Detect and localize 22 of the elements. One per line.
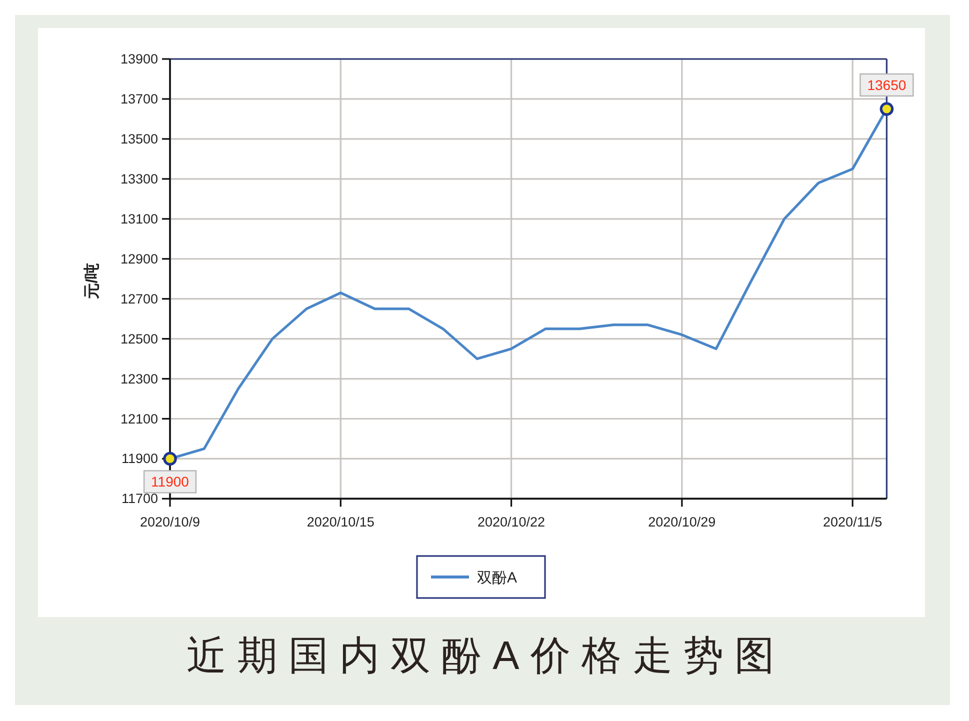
y-tick-label: 12700 [120,291,158,306]
text: 近期国内双酚A价格走势图 [186,634,786,678]
y-tick-label: 13900 [120,52,158,66]
x-tick-label: 2020/10/15 [306,514,374,530]
x-tick-label: 2020/10/29 [648,514,716,530]
y-tick-label: 13700 [120,91,158,106]
y-tick-label: 12100 [120,411,158,426]
y-axis-title: 元/吨 [83,262,101,300]
y-tick-label: 12300 [120,371,158,386]
y-tick-label: 13100 [120,211,158,226]
data-label: 11900 [151,474,190,490]
y-tick-label: 11700 [121,491,158,506]
legend-label: 双酚A [476,570,518,586]
data-label: 13650 [867,76,906,93]
x-tick-label: 2020/10/9 [140,514,200,530]
y-tick-label: 11900 [121,451,158,466]
x-tick-label: 2020/10/22 [477,514,546,530]
y-tick-label: 12900 [120,251,158,266]
y-tick-label: 13500 [120,131,158,146]
y-tick-label: 12500 [120,331,158,346]
x-tick-label: 2020/11/5 [823,514,882,530]
y-tick-label: 13300 [120,171,158,186]
